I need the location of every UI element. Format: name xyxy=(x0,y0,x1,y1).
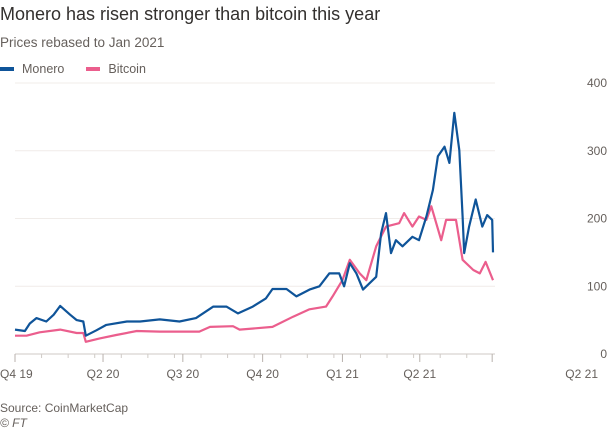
copyright: © FT xyxy=(0,416,27,430)
x-tick-label: Q2 20 xyxy=(87,367,120,381)
y-tick-label: 300 xyxy=(587,144,607,158)
legend-item-bitcoin: Bitcoin xyxy=(86,62,146,76)
y-tick-label: 200 xyxy=(587,212,607,226)
legend-swatch-monero xyxy=(0,67,14,71)
legend-item-monero: Monero xyxy=(0,62,64,76)
source-note: Source: CoinMarketCap xyxy=(0,401,129,415)
x-tick-label: Q4 19 xyxy=(0,367,33,381)
x-tick-label: Q3 20 xyxy=(166,367,199,381)
legend-swatch-bitcoin xyxy=(86,67,101,71)
legend-label-monero: Monero xyxy=(22,62,65,76)
chart-title: Monero has risen stronger than bitcoin t… xyxy=(0,4,381,24)
x-tick-label: Q4 20 xyxy=(246,367,279,381)
y-tick-label: 0 xyxy=(600,347,607,361)
chart-subtitle: Prices rebased to Jan 2021 xyxy=(0,35,165,50)
x-tick-label: Q1 21 xyxy=(326,367,359,381)
legend: Monero Bitcoin xyxy=(0,62,146,76)
series-line-bitcoin xyxy=(15,205,495,343)
y-tick-label: 100 xyxy=(587,279,607,293)
x-tick-label: Q2 21 xyxy=(403,367,436,381)
x-tick-label: Q2 21 xyxy=(565,367,598,381)
series-line-monero xyxy=(14,111,495,337)
legend-label-bitcoin: Bitcoin xyxy=(108,62,146,76)
y-tick-label: 400 xyxy=(587,76,607,90)
